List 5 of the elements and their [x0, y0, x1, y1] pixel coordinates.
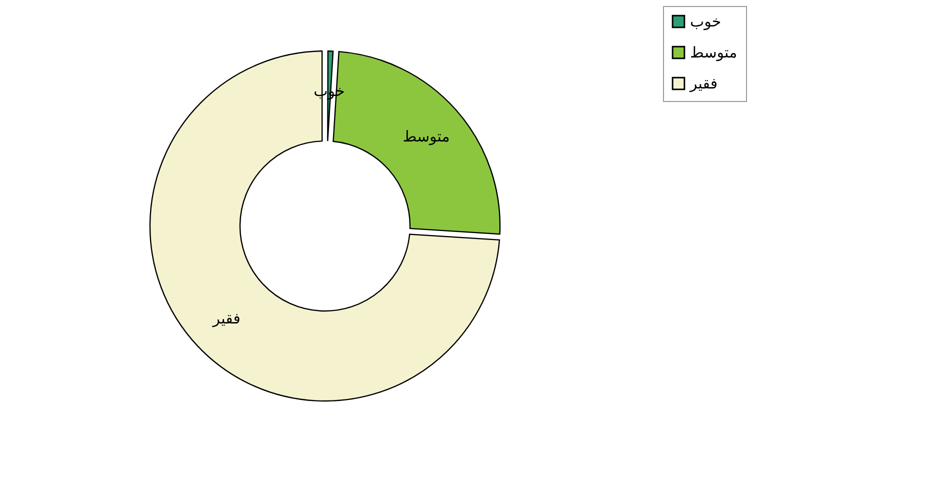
legend-label: متوسط: [690, 44, 738, 62]
legend-label: خوب: [690, 12, 722, 30]
slice-label: فقیر: [212, 309, 240, 328]
legend-label: فقیر: [689, 74, 718, 92]
slice-label: متوسط: [402, 128, 450, 146]
